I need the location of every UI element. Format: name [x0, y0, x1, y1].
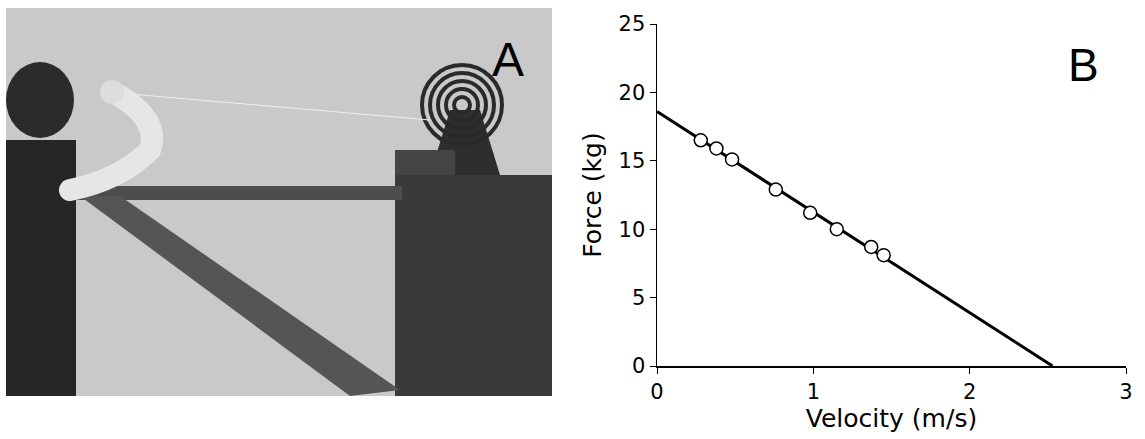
svg-text:Velocity (m/s): Velocity (m/s) — [806, 404, 977, 433]
svg-text:20: 20 — [619, 81, 646, 105]
svg-text:15: 15 — [619, 149, 646, 173]
svg-text:2: 2 — [963, 380, 976, 404]
svg-text:Force (kg): Force (kg) — [578, 132, 607, 257]
svg-text:0: 0 — [650, 380, 663, 404]
svg-text:B: B — [1068, 39, 1099, 91]
svg-text:A: A — [492, 33, 524, 86]
svg-text:10: 10 — [619, 218, 646, 242]
svg-text:25: 25 — [619, 12, 646, 36]
svg-text:0: 0 — [632, 354, 645, 378]
svg-text:1: 1 — [807, 380, 820, 404]
svg-text:5: 5 — [632, 286, 645, 310]
svg-text:3: 3 — [1119, 380, 1132, 404]
